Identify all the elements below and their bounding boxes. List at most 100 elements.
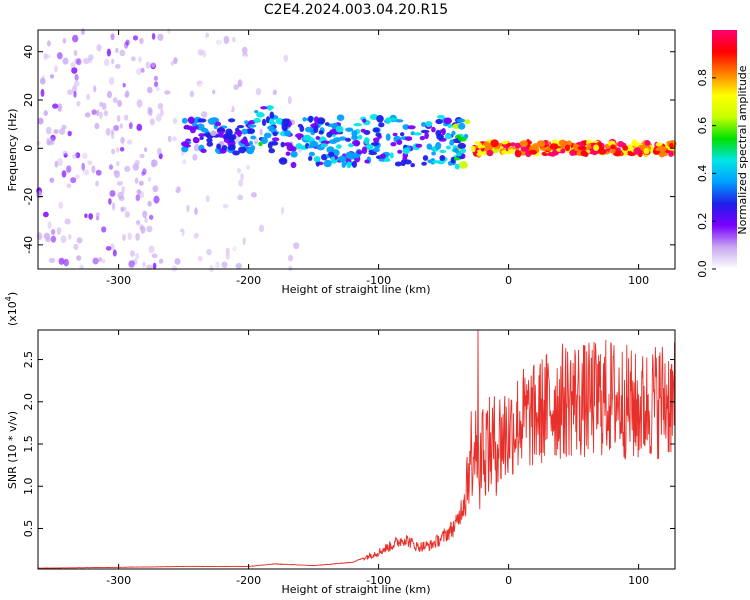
spectrogram-blob	[200, 127, 209, 133]
spectrogram-blob	[457, 142, 466, 149]
spectrogram-blob	[655, 142, 663, 147]
spectrogram-blob	[136, 68, 142, 76]
spectrogram-blob	[86, 93, 91, 101]
spectrogram-blob	[122, 233, 126, 242]
spectrogram-blob	[46, 40, 51, 47]
spectrogram-blob	[111, 202, 116, 211]
spectrogram-blob	[270, 141, 279, 146]
spectrogram-blob	[191, 221, 197, 227]
spectrogram-blob	[70, 62, 76, 68]
spectrogram-blob	[136, 220, 141, 226]
spectrogram-blob	[569, 149, 576, 156]
spectrogram-blob	[67, 130, 72, 137]
spectrogram-blob	[313, 125, 319, 134]
spectrogram-blob	[254, 110, 259, 114]
spectrogram-blob	[205, 36, 211, 42]
spectrogram-blob	[432, 160, 440, 164]
spectrogram-blob	[528, 149, 538, 155]
spectrogram-blob	[152, 262, 157, 270]
spectrogram-blob	[135, 232, 140, 241]
colorbar-gradient	[712, 30, 737, 269]
spectrogram-blob	[95, 180, 99, 187]
spectrogram-blob	[415, 143, 423, 148]
spectrogram-blob	[258, 141, 263, 147]
spectrogram-blob	[216, 143, 222, 150]
spectrogram-blob	[137, 189, 141, 196]
snr-multiplier-exponent: 4	[4, 296, 13, 301]
spectrogram-blob	[156, 86, 160, 92]
spectrogram-blob	[58, 201, 63, 209]
spectrogram-blob	[486, 149, 494, 157]
spectrogram-blob	[564, 144, 571, 152]
spectrogram-blob	[119, 49, 126, 57]
spectrogram-blob	[254, 182, 260, 188]
spectrogram-blob	[116, 160, 120, 167]
spectrogram-blob	[454, 163, 460, 170]
spectrogram-blob	[101, 259, 106, 264]
spectrogram-blob	[206, 195, 210, 203]
spectrogram-blob	[291, 227, 295, 234]
spectrogram-blob	[54, 160, 58, 168]
spectrogram-blob	[482, 151, 488, 156]
spectrogram-blob	[136, 123, 143, 131]
spectrogram-blob	[315, 136, 321, 140]
spectrogram-blob	[178, 202, 184, 210]
spectrogram-blob	[58, 257, 65, 265]
y-tick-label: 0.5	[22, 520, 35, 538]
spectrogram-blob	[324, 122, 330, 126]
spectrogram-blob	[111, 148, 116, 155]
spectrogram-blob	[313, 156, 321, 163]
spectrogram-blob	[140, 67, 145, 73]
spectrogram-blob	[255, 88, 262, 96]
spectrogram-blob	[397, 149, 403, 154]
spectrogram-blob	[320, 143, 328, 148]
spectrogram-blob	[232, 36, 236, 43]
spectrogram-blob	[454, 148, 459, 154]
spectrogram-blob	[116, 115, 121, 122]
spectrogram-blob	[242, 152, 248, 158]
spectrogram-blob	[404, 136, 413, 142]
spectrogram-blob	[278, 158, 287, 163]
spectrogram-blob	[101, 226, 107, 233]
spectrogram-blob	[92, 257, 99, 265]
y-tick-label: 2.5	[22, 351, 35, 369]
spectrogram-blob	[112, 97, 118, 104]
spectrogram-blob	[515, 150, 522, 158]
spectrogram-blob	[135, 252, 140, 260]
spectrogram-blob	[204, 239, 209, 246]
spectrogram-blob	[206, 141, 214, 147]
snr-x-ticks: -300 -200 -100 0 100	[106, 330, 649, 587]
spectrogram-blob	[221, 145, 228, 151]
spectrogram-blob	[147, 200, 152, 207]
spectrogram-blob	[115, 47, 119, 54]
spectrogram-blob	[189, 126, 196, 134]
spectrogram-blob	[644, 140, 651, 146]
spectrogram-blob	[501, 140, 508, 145]
spectrogram-blob	[215, 104, 221, 111]
spectrogram-blob	[375, 132, 382, 137]
spectrogram-blob	[194, 207, 198, 216]
spectrogram-blob	[453, 157, 461, 161]
spectrogram-blob	[227, 105, 233, 111]
spectrogram-blob	[234, 36, 239, 42]
spectrogram-blob	[277, 146, 285, 153]
spectrogram-x-ticks: -300 -200 -100 0 100	[106, 30, 649, 287]
spectrogram-blob	[250, 187, 256, 193]
spectrogram-blob	[260, 136, 268, 145]
spectrogram-blob	[198, 133, 206, 137]
spectrogram-blob	[216, 128, 225, 132]
spectrogram-blob	[283, 234, 290, 243]
spectrogram-blob	[197, 255, 203, 262]
spectrogram-blob	[280, 196, 287, 203]
y-tick-label: 1.5	[22, 435, 35, 453]
spectrogram-blob	[149, 118, 155, 126]
spectrogram-blob	[378, 122, 385, 128]
spectrogram-blob	[307, 145, 315, 149]
spectrogram-blob	[261, 118, 267, 126]
spectrogram-blob	[292, 234, 297, 243]
spectrogram-blob	[116, 147, 120, 153]
spectrogram-blob	[53, 129, 59, 135]
chart-title: C2E4.2024.003.04.20.R15	[264, 2, 448, 18]
spectrogram-blob	[394, 161, 402, 167]
spectrogram-blob	[93, 85, 97, 93]
